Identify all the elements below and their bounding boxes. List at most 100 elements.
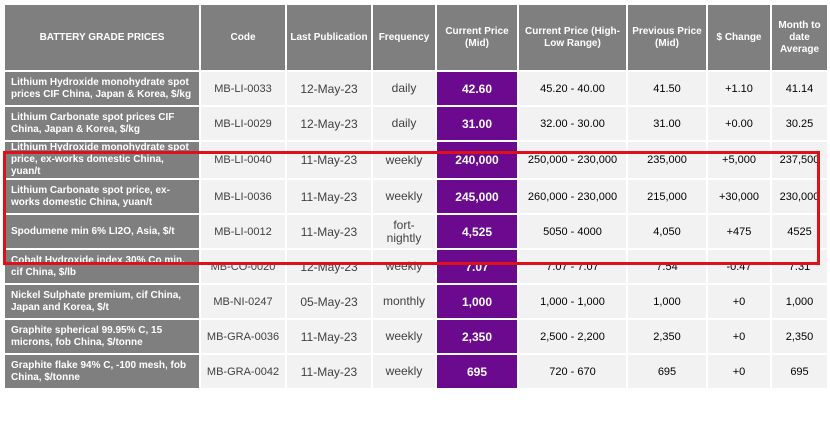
row-code: MB-LI-0012 [201, 215, 285, 248]
row-code: MB-CO-0020 [201, 250, 285, 283]
row-mtd-average: 230,000 [772, 180, 827, 213]
row-code: MB-LI-0040 [201, 142, 285, 178]
row-previous-price: 4,050 [628, 215, 706, 248]
row-change: +0 [708, 355, 770, 388]
row-price-range: 5050 - 4000 [519, 215, 626, 248]
row-previous-price: 695 [628, 355, 706, 388]
row-frequency: weekly [373, 250, 435, 283]
row-price-range: 32.00 - 30.00 [519, 107, 626, 140]
row-change: +0 [708, 320, 770, 353]
row-mtd-average: 1,000 [772, 285, 827, 318]
row-price-range: 720 - 670 [519, 355, 626, 388]
row-name: Graphite flake 94% C, -100 mesh, fob Chi… [5, 355, 199, 388]
row-previous-price: 235,000 [628, 142, 706, 178]
row-current-price: 695 [437, 355, 517, 388]
row-change: -0.47 [708, 250, 770, 283]
row-change: +0.00 [708, 107, 770, 140]
header-frequency: Frequency [373, 5, 435, 70]
row-last-publication: 11-May-23 [287, 180, 371, 213]
table-row: Cobalt Hydroxide index 30% Co min, cif C… [5, 250, 827, 283]
header-previous-price: Previous Price (Mid) [628, 5, 706, 70]
row-name: Lithium Carbonate spot prices CIF China,… [5, 107, 199, 140]
table-row: Nickel Sulphate premium, cif China, Japa… [5, 285, 827, 318]
table-row: Lithium Hydroxide monohydrate spot price… [5, 142, 827, 178]
row-frequency: monthly [373, 285, 435, 318]
table-row: Lithium Carbonate spot prices CIF China,… [5, 107, 827, 140]
table-row: Graphite spherical 99.95% C, 15 microns,… [5, 320, 827, 353]
row-code: MB-NI-0247 [201, 285, 285, 318]
row-name: Lithium Hydroxide monohydrate spot price… [5, 142, 199, 178]
row-code: MB-LI-0029 [201, 107, 285, 140]
header-code: Code [201, 5, 285, 70]
row-change: +475 [708, 215, 770, 248]
row-current-price: 240,000 [437, 142, 517, 178]
row-change: +0 [708, 285, 770, 318]
row-code: MB-GRA-0042 [201, 355, 285, 388]
row-mtd-average: 695 [772, 355, 827, 388]
row-price-range: 45.20 - 40.00 [519, 72, 626, 105]
row-last-publication: 05-May-23 [287, 285, 371, 318]
row-mtd-average: 2,350 [772, 320, 827, 353]
row-code: MB-GRA-0036 [201, 320, 285, 353]
row-name: Spodumene min 6% LI2O, Asia, $/t [5, 215, 199, 248]
row-previous-price: 1,000 [628, 285, 706, 318]
row-change: +5,000 [708, 142, 770, 178]
row-current-price: 1,000 [437, 285, 517, 318]
header-current-price: Current Price (Mid) [437, 5, 517, 70]
row-frequency: daily [373, 107, 435, 140]
row-last-publication: 12-May-23 [287, 72, 371, 105]
row-name: Lithium Carbonate spot price, ex-works d… [5, 180, 199, 213]
row-current-price: 31.00 [437, 107, 517, 140]
row-previous-price: 215,000 [628, 180, 706, 213]
row-previous-price: 41.50 [628, 72, 706, 105]
row-mtd-average: 7.31 [772, 250, 827, 283]
row-current-price: 245,000 [437, 180, 517, 213]
row-frequency: weekly [373, 320, 435, 353]
row-price-range: 1,000 - 1,000 [519, 285, 626, 318]
row-previous-price: 31.00 [628, 107, 706, 140]
row-price-range: 260,000 - 230,000 [519, 180, 626, 213]
header-mtd-average: Month to date Average [772, 5, 827, 70]
table-row: Lithium Carbonate spot price, ex-works d… [5, 180, 827, 213]
row-price-range: 2,500 - 2,200 [519, 320, 626, 353]
table-row: Graphite flake 94% C, -100 mesh, fob Chi… [5, 355, 827, 388]
header-change: $ Change [708, 5, 770, 70]
row-price-range: 250,000 - 230,000 [519, 142, 626, 178]
row-mtd-average: 237,500 [772, 142, 827, 178]
header-price-range: Current Price (High-Low Range) [519, 5, 626, 70]
header-name: BATTERY GRADE PRICES [5, 5, 199, 70]
row-price-range: 7.07 - 7.07 [519, 250, 626, 283]
row-previous-price: 7.54 [628, 250, 706, 283]
row-last-publication: 11-May-23 [287, 320, 371, 353]
row-current-price: 7.07 [437, 250, 517, 283]
row-current-price: 42.60 [437, 72, 517, 105]
row-code: MB-LI-0033 [201, 72, 285, 105]
row-name: Nickel Sulphate premium, cif China, Japa… [5, 285, 199, 318]
row-previous-price: 2,350 [628, 320, 706, 353]
header-row: BATTERY GRADE PRICES Code Last Publicati… [5, 5, 827, 70]
row-name: Graphite spherical 99.95% C, 15 microns,… [5, 320, 199, 353]
row-last-publication: 11-May-23 [287, 215, 371, 248]
row-frequency: weekly [373, 355, 435, 388]
row-current-price: 2,350 [437, 320, 517, 353]
row-frequency: weekly [373, 180, 435, 213]
row-name: Cobalt Hydroxide index 30% Co min, cif C… [5, 250, 199, 283]
row-change: +30,000 [708, 180, 770, 213]
row-frequency: fort-nightly [373, 215, 435, 248]
table-row: Spodumene min 6% LI2O, Asia, $/t MB-LI-0… [5, 215, 827, 248]
header-last-publication: Last Publication [287, 5, 371, 70]
row-current-price: 4,525 [437, 215, 517, 248]
row-mtd-average: 41.14 [772, 72, 827, 105]
row-last-publication: 11-May-23 [287, 355, 371, 388]
battery-prices-table: BATTERY GRADE PRICES Code Last Publicati… [3, 3, 829, 390]
row-last-publication: 11-May-23 [287, 142, 371, 178]
row-last-publication: 12-May-23 [287, 107, 371, 140]
row-last-publication: 12-May-23 [287, 250, 371, 283]
row-frequency: daily [373, 72, 435, 105]
row-name: Lithium Hydroxide monohydrate spot price… [5, 72, 199, 105]
row-change: +1.10 [708, 72, 770, 105]
row-mtd-average: 4525 [772, 215, 827, 248]
table-row: Lithium Hydroxide monohydrate spot price… [5, 72, 827, 105]
row-code: MB-LI-0036 [201, 180, 285, 213]
row-frequency: weekly [373, 142, 435, 178]
